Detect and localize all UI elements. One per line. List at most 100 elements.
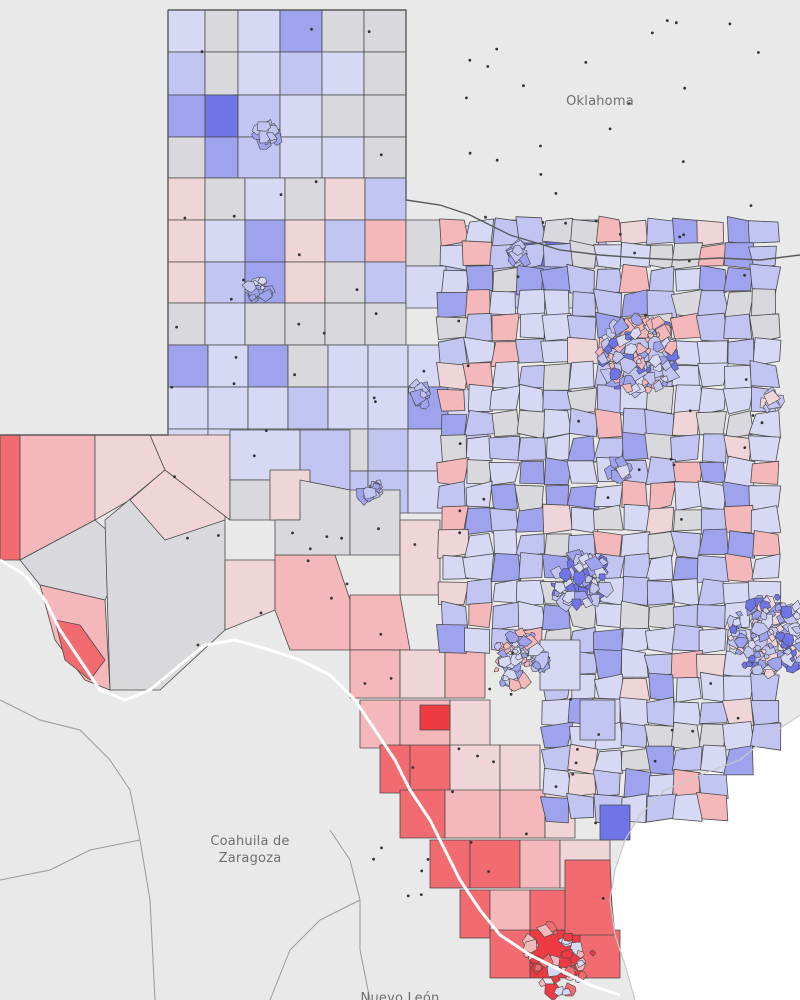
- county-east-texas[interactable]: [723, 267, 753, 292]
- county-east-texas[interactable]: [671, 409, 700, 437]
- district-dallas-fort-worth[interactable]: [654, 324, 672, 342]
- county-south-plains[interactable]: [324, 219, 366, 263]
- county-east-texas[interactable]: [463, 336, 496, 364]
- county-east-texas[interactable]: [542, 503, 573, 535]
- district-austin[interactable]: [573, 570, 587, 586]
- county-east-texas[interactable]: [751, 288, 776, 319]
- district-dallas-fort-worth[interactable]: [646, 333, 654, 339]
- county-central-plains[interactable]: [327, 344, 369, 388]
- county-east-texas[interactable]: [593, 288, 622, 318]
- district-san-antonio[interactable]: [531, 660, 542, 670]
- county-panhandle[interactable]: [279, 136, 323, 179]
- county-east-texas[interactable]: [619, 697, 649, 727]
- county-east-texas[interactable]: [593, 484, 623, 508]
- district-waco[interactable]: [614, 455, 629, 468]
- district-austin[interactable]: [559, 568, 573, 583]
- county-east-texas[interactable]: [465, 480, 493, 508]
- county-east-texas[interactable]: [465, 265, 494, 292]
- county-south-plains[interactable]: [284, 261, 326, 304]
- district-houston[interactable]: [764, 669, 776, 680]
- county-panhandle[interactable]: [363, 94, 407, 138]
- county-central-plains[interactable]: [367, 344, 409, 388]
- county-panhandle[interactable]: [363, 136, 407, 179]
- county-south-plains[interactable]: [324, 261, 366, 304]
- county-south-plains[interactable]: [204, 219, 246, 263]
- district-dallas-fort-worth[interactable]: [635, 357, 643, 365]
- county-east-texas[interactable]: [696, 219, 724, 247]
- county-central-plains[interactable]: [287, 344, 329, 388]
- district-dallas-fort-worth[interactable]: [653, 379, 664, 393]
- county-east-texas[interactable]: [723, 313, 753, 340]
- county-east-texas[interactable]: [646, 793, 678, 823]
- county-east-texas[interactable]: [751, 553, 781, 580]
- county-east-texas[interactable]: [516, 579, 545, 607]
- county-east-texas[interactable]: [722, 721, 755, 751]
- county-east-texas[interactable]: [645, 506, 675, 536]
- county-east-texas[interactable]: [646, 580, 674, 606]
- district-san-antonio[interactable]: [517, 634, 533, 647]
- county-east-texas[interactable]: [670, 721, 702, 751]
- county-panhandle[interactable]: [321, 51, 365, 96]
- county-east-texas[interactable]: [697, 242, 728, 267]
- district-lubbock[interactable]: [257, 276, 268, 286]
- district-houston[interactable]: [774, 631, 786, 642]
- county-east-texas[interactable]: [699, 461, 726, 484]
- district-houston[interactable]: [790, 648, 797, 658]
- county-east-texas[interactable]: [488, 435, 521, 461]
- district-houston[interactable]: [774, 593, 781, 601]
- county-east-texas[interactable]: [674, 267, 701, 292]
- district-amarillo[interactable]: [256, 121, 271, 132]
- county-el-paso-west[interactable]: [0, 434, 21, 561]
- district-san-antonio[interactable]: [511, 648, 519, 655]
- district-abilene[interactable]: [419, 390, 428, 399]
- district-rio-grande-valley[interactable]: [589, 949, 597, 957]
- district-houston[interactable]: [761, 649, 767, 655]
- county-panhandle[interactable]: [167, 136, 206, 179]
- county-east-texas[interactable]: [540, 796, 569, 824]
- county-east-texas[interactable]: [671, 578, 700, 607]
- district-rio-grande-valley[interactable]: [538, 978, 547, 988]
- county-east-texas[interactable]: [748, 245, 777, 270]
- county-east-texas[interactable]: [750, 722, 782, 751]
- county-south-texas[interactable]: [449, 744, 501, 794]
- county-south-plains[interactable]: [364, 261, 407, 304]
- district-houston[interactable]: [766, 656, 783, 672]
- county-central-plains[interactable]: [287, 386, 329, 430]
- county-east-texas[interactable]: [465, 435, 493, 462]
- county-south-plains[interactable]: [244, 177, 286, 221]
- county-south-texas[interactable]: [499, 789, 546, 839]
- district-lubbock[interactable]: [241, 280, 257, 294]
- county-south-texas[interactable]: [459, 889, 491, 939]
- county-east-texas[interactable]: [722, 386, 754, 415]
- district-houston[interactable]: [781, 605, 793, 619]
- county-panhandle[interactable]: [204, 94, 239, 138]
- county-east-texas[interactable]: [698, 723, 727, 751]
- county-east-texas[interactable]: [647, 530, 677, 560]
- district-rio-grande-valley[interactable]: [536, 923, 554, 938]
- district-dallas-fort-worth[interactable]: [644, 336, 651, 343]
- district-dallas-fort-worth[interactable]: [613, 316, 629, 336]
- county-east-texas[interactable]: [464, 533, 495, 559]
- county-south-plains[interactable]: [167, 177, 206, 221]
- district-houston[interactable]: [791, 599, 800, 613]
- district-waco[interactable]: [615, 461, 631, 480]
- county-east-texas[interactable]: [465, 578, 493, 606]
- county-east-texas[interactable]: [568, 407, 598, 438]
- county-east-texas[interactable]: [491, 313, 520, 342]
- county-panhandle[interactable]: [167, 94, 206, 138]
- county-east-texas[interactable]: [519, 383, 546, 415]
- county-south-plains[interactable]: [167, 302, 206, 346]
- district-rio-grande-valley[interactable]: [522, 938, 538, 954]
- county-east-texas[interactable]: [436, 388, 466, 412]
- county-east-texas[interactable]: [700, 744, 728, 774]
- county-east-texas[interactable]: [622, 576, 650, 606]
- district-san-antonio[interactable]: [524, 660, 531, 668]
- county-east-texas[interactable]: [698, 265, 727, 293]
- district-san-antonio[interactable]: [509, 678, 522, 692]
- district-dallas-fort-worth[interactable]: [660, 375, 669, 383]
- county-sutton[interactable]: [349, 489, 401, 556]
- county-presidio-south[interactable]: [54, 619, 106, 681]
- district-rio-grande-valley[interactable]: [576, 959, 586, 968]
- county-east-texas[interactable]: [569, 239, 598, 269]
